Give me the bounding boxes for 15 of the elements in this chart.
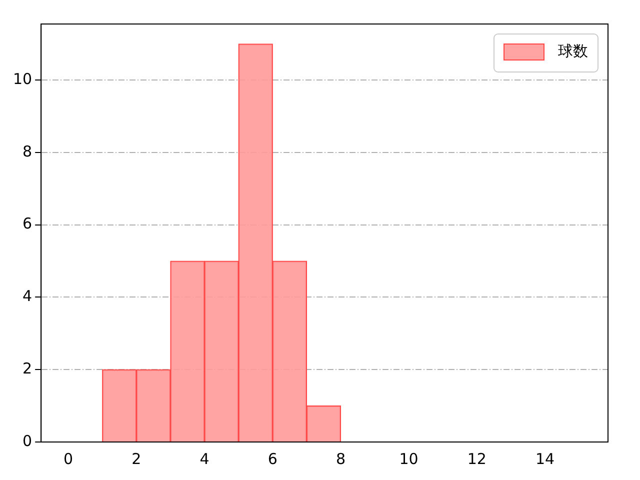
x-tick-label: 2 xyxy=(132,450,142,468)
y-tick-label: 10 xyxy=(12,70,32,88)
x-tick-label: 12 xyxy=(467,450,486,468)
y-tick-label: 6 xyxy=(22,214,32,233)
y-tick-label: 2 xyxy=(22,360,32,378)
x-tick-label: 14 xyxy=(535,450,555,468)
x-tick-label: 0 xyxy=(64,450,74,468)
y-tick-label: 0 xyxy=(22,432,32,450)
y-tick-label: 8 xyxy=(22,142,32,160)
x-tick-label: 8 xyxy=(336,450,346,468)
x-tick-label: 6 xyxy=(268,450,278,468)
legend-label: 球数 xyxy=(558,42,588,60)
x-tick-label: 4 xyxy=(200,450,210,468)
x-tick-label: 10 xyxy=(399,450,418,468)
y-tick-label: 4 xyxy=(22,287,32,306)
